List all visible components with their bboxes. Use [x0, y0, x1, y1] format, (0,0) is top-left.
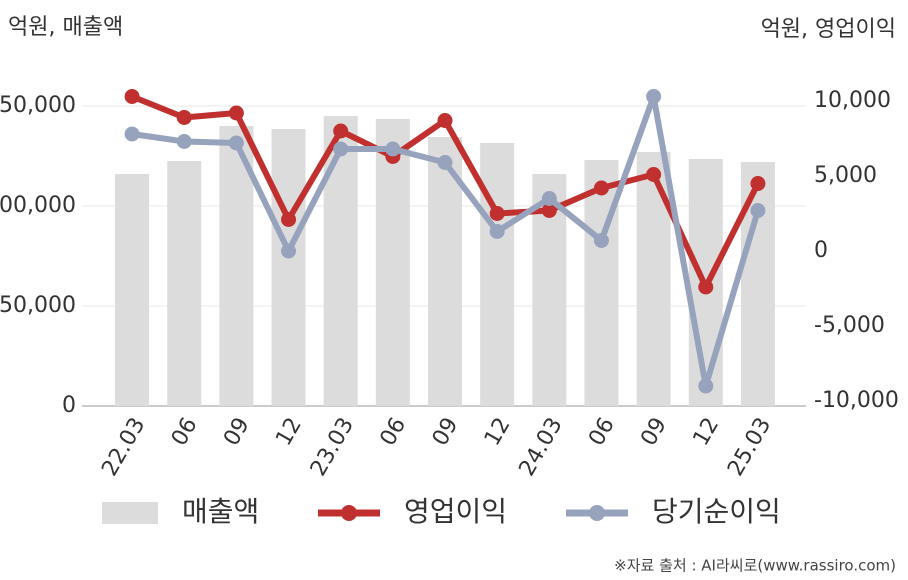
- y-tick-label: 150,000: [0, 93, 76, 118]
- point: [489, 206, 505, 221]
- bar: [480, 143, 515, 406]
- y2-tick-label: -5,000: [814, 313, 885, 338]
- x-tick-label: 12: [689, 414, 725, 451]
- point: [541, 191, 557, 206]
- y2-tick-label: 10,000: [814, 88, 891, 113]
- y-axis-title: 억원, 매출액: [8, 15, 123, 40]
- x-tick-label: 06: [167, 414, 203, 451]
- point: [333, 141, 349, 157]
- point: [281, 212, 297, 227]
- point: [750, 176, 766, 191]
- y-tick-label: 50,000: [0, 293, 76, 318]
- source-note: ※자료 출처 : AI라씨로(www.rassiro.com): [614, 557, 896, 575]
- bar: [636, 152, 671, 406]
- point: [593, 180, 609, 196]
- bar: [375, 119, 410, 406]
- x-tick-label: 25.03: [723, 414, 776, 481]
- y2-tick-label: 0: [814, 238, 828, 263]
- y2-tick-label: 5,000: [814, 163, 877, 188]
- point: [176, 110, 192, 125]
- bar: [740, 162, 775, 406]
- y-tick-label: 0: [62, 393, 76, 418]
- point: [124, 126, 140, 142]
- point: [385, 141, 401, 157]
- point: [228, 135, 244, 151]
- point: [124, 89, 140, 104]
- point: [593, 233, 609, 248]
- legend-swatch: [102, 502, 158, 524]
- x-tick-label: 23.03: [306, 414, 359, 481]
- y2-tick-label: -10,000: [814, 388, 899, 413]
- point: [646, 89, 662, 104]
- x-tick-label: 06: [584, 414, 620, 451]
- point: [176, 134, 192, 149]
- x-tick-label: 22.03: [97, 414, 150, 481]
- bar: [115, 174, 150, 406]
- legend-swatch: [341, 505, 357, 521]
- point: [489, 224, 505, 239]
- point: [228, 105, 244, 121]
- x-tick-label: 24.03: [515, 414, 568, 481]
- y-tick-label: 100,000: [0, 193, 76, 218]
- x-tick-label: 09: [636, 414, 672, 451]
- point: [646, 167, 662, 182]
- lines: [124, 89, 766, 394]
- bars: [115, 116, 775, 406]
- bar: [271, 129, 306, 406]
- bar: [167, 161, 202, 406]
- legend-label: 영업이익: [404, 495, 507, 528]
- point: [281, 243, 297, 259]
- point: [698, 279, 714, 295]
- point: [437, 155, 453, 170]
- legend-swatch: [589, 505, 605, 521]
- legend-label: 매출액: [182, 495, 259, 528]
- x-tick-label: 09: [428, 414, 464, 451]
- legend-label: 당기순이익: [652, 495, 781, 528]
- x-tick-label: 12: [480, 413, 516, 450]
- x-tick-label: 12: [271, 414, 307, 451]
- point: [750, 203, 766, 218]
- point: [698, 378, 714, 394]
- x-tick-label: 09: [219, 414, 255, 451]
- y2-axis-title: 억원, 영업이익: [761, 17, 896, 42]
- bar: [323, 116, 358, 406]
- point: [333, 123, 349, 139]
- point: [437, 113, 453, 128]
- bar: [584, 160, 619, 406]
- point: [541, 203, 557, 218]
- x-tick-label: 06: [376, 414, 412, 451]
